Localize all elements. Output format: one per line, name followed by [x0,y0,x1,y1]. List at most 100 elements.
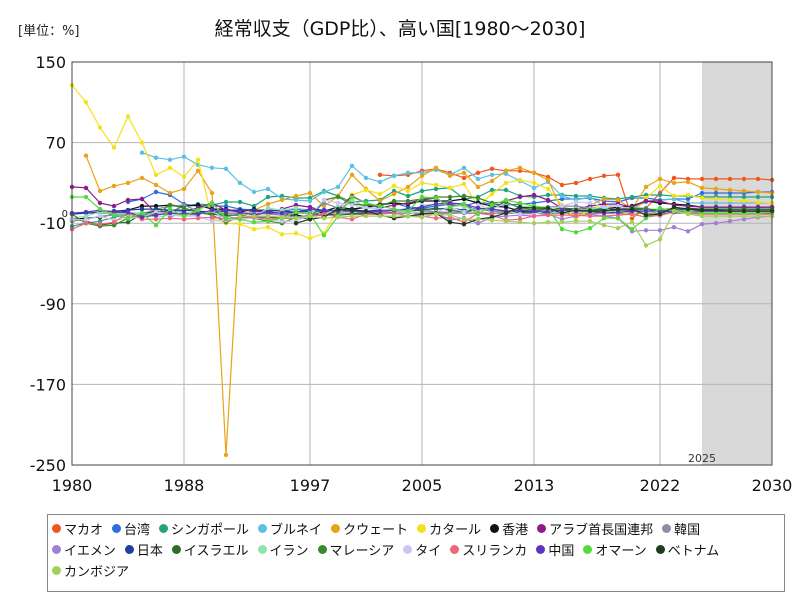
legend-marker [257,545,267,554]
data-point [377,179,383,185]
legend-marker [537,524,547,533]
data-point [125,114,131,119]
data-point [307,213,313,219]
data-point [209,200,215,206]
x-tick-label: 1988 [164,476,205,495]
legend-label: 日本 [136,544,163,559]
data-point [153,182,159,188]
data-point [629,194,635,200]
data-point [433,211,439,217]
data-point [699,176,705,182]
data-point [293,209,299,215]
legend-item: 台湾 [112,518,150,539]
data-point [671,193,677,199]
legend-marker [124,545,134,554]
data-point [97,200,103,206]
data-point [685,179,691,185]
legend-item: 香港 [490,518,528,539]
data-point [293,221,299,226]
y-tick-label: 70 [46,134,66,153]
data-point [307,198,313,204]
data-point [489,206,495,212]
data-point [139,150,145,155]
data-point [167,190,173,196]
data-point [489,202,495,208]
data-point [741,208,747,214]
data-point [489,178,495,184]
data-point [643,184,649,190]
data-point [517,211,523,217]
data-point [671,225,677,230]
data-point [475,211,481,217]
legend-item: クウェート [331,518,408,539]
x-tick-label: 2022 [640,476,681,495]
data-point [699,190,705,196]
data-point [153,212,159,218]
data-point [223,452,229,458]
x-tick-label: 2013 [514,476,555,495]
data-point [699,207,705,213]
data-point [349,172,355,177]
data-point [559,210,565,216]
data-point [363,200,369,206]
data-point [377,172,383,177]
data-point [587,226,593,231]
data-point [713,186,719,192]
data-point [531,205,537,211]
data-point [83,185,89,191]
data-point [125,180,131,186]
data-point [125,220,131,225]
data-point [97,213,103,219]
y-tick-label: -250 [30,456,66,475]
data-point [97,188,103,194]
data-point [531,185,537,191]
data-point [363,213,369,219]
data-point [461,222,467,227]
data-point [111,220,117,225]
legend-item: 韓国 [662,518,700,539]
data-point [265,219,271,224]
data-point [265,194,271,200]
data-point [167,216,173,221]
data-point [461,193,467,199]
data-point [475,184,481,190]
series-line [141,152,772,210]
data-point [307,236,313,241]
data-point [503,187,509,193]
data-point [447,200,453,206]
data-point [223,216,229,221]
legend-item: ブルネイ [258,518,322,539]
data-point [265,213,271,219]
data-point [447,212,453,218]
data-point [139,196,145,202]
data-point [699,185,705,191]
data-point [433,186,439,192]
legend-item: タイ [403,539,441,560]
data-point [181,154,187,159]
legend-label: スリランカ [462,544,528,559]
data-point [377,198,383,204]
data-point [349,207,355,213]
data-point [377,191,383,197]
data-point [587,213,593,219]
data-point [111,203,117,209]
data-point [531,180,537,186]
data-point [139,175,145,181]
data-point [139,206,145,212]
data-point [391,198,397,204]
legend-label: クウェート [343,523,409,538]
data-point [237,222,243,227]
data-point [349,213,355,219]
data-point [307,217,313,222]
data-point [587,176,593,182]
data-point [531,213,537,219]
legend-item: イエメン [52,539,116,560]
legend-label: ブルネイ [270,523,323,538]
data-point [321,203,327,209]
data-point [475,170,481,175]
data-point [657,228,663,233]
data-point [657,211,663,217]
data-point [335,215,341,220]
data-point [615,197,621,203]
